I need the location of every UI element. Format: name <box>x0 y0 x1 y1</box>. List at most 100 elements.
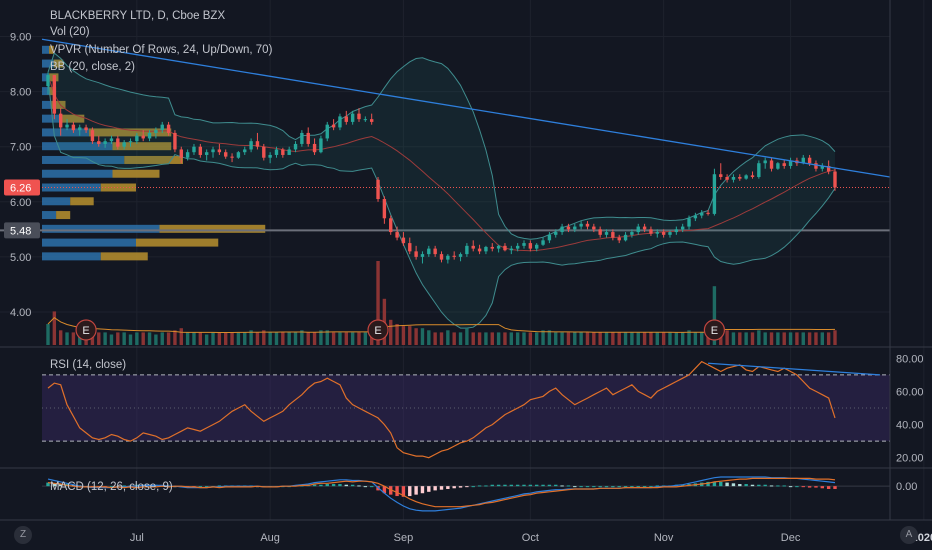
candle-body <box>801 157 805 164</box>
volume-profile-up-bar <box>42 183 101 192</box>
price-axis-label: 6.00 <box>10 197 31 209</box>
candle-body <box>738 176 742 179</box>
macd-histogram-bar <box>325 484 329 487</box>
candle-body <box>287 149 291 155</box>
volume-profile-up-bar <box>42 224 160 233</box>
macd-histogram-bar <box>560 485 564 487</box>
candle-body <box>122 142 126 147</box>
candle-body <box>693 215 698 219</box>
candle-body <box>179 149 183 158</box>
candle-body <box>617 237 621 241</box>
candle-body <box>217 149 222 153</box>
macd-histogram-bar <box>826 486 831 489</box>
macd-histogram-bar <box>649 486 653 488</box>
timezone-toggle-icon[interactable]: Z <box>14 526 32 544</box>
macd-axis-label: 0.00 <box>896 481 917 493</box>
vpvr-legend[interactable]: VPVR (Number Of Rows, 24, Up/Down, 70) <box>50 44 273 56</box>
auto-scale-toggle-icon[interactable]: A <box>900 526 918 544</box>
macd-histogram-bar <box>503 484 507 487</box>
macd-histogram-bar <box>738 484 742 487</box>
candle-body <box>592 226 596 230</box>
volume-bar <box>522 332 526 345</box>
macd-histogram-bar <box>135 484 139 487</box>
last-price-tag <box>4 179 40 196</box>
volume-bar <box>700 332 704 345</box>
macd-histogram-bar <box>122 485 126 487</box>
volume-bar <box>744 332 748 345</box>
bollinger-fill <box>48 53 835 329</box>
volume-bar <box>503 332 507 345</box>
macd-signal-line <box>47 477 836 508</box>
macd-histogram-bar <box>395 486 399 497</box>
volume-bar <box>687 330 691 345</box>
macd-histogram-bar <box>509 484 514 487</box>
volume-bar <box>300 330 304 345</box>
candle-body <box>611 232 615 238</box>
macd-histogram-bar <box>204 486 209 488</box>
candle-body <box>109 138 114 142</box>
rsi-legend[interactable]: RSI (14, close) <box>50 359 127 371</box>
volume-bar <box>566 332 571 345</box>
volume-bar <box>179 328 183 345</box>
candle-body <box>573 226 577 230</box>
volume-bar <box>325 330 329 345</box>
macd-histogram-bar <box>446 486 450 489</box>
candle-body <box>344 116 348 122</box>
candle-body <box>84 127 88 131</box>
volume-bar <box>617 332 621 345</box>
candle-body <box>312 143 317 153</box>
volume-bar <box>680 332 685 345</box>
volume-bar <box>490 332 494 345</box>
volume-bar <box>712 286 717 345</box>
macd-histogram-bar <box>452 486 456 489</box>
macd-histogram-bar <box>744 484 748 487</box>
volume-bar <box>655 332 659 345</box>
volume-profile-down-bar <box>136 238 219 247</box>
volume-profile <box>0 45 890 261</box>
volume-bar <box>173 330 177 345</box>
macd-histogram-bar <box>636 486 640 488</box>
volume-bar <box>46 324 50 345</box>
macd-histogram-bar <box>642 486 647 488</box>
volume-bar <box>185 332 190 345</box>
volume-profile-down-bar <box>49 45 54 54</box>
candle-body <box>807 157 812 164</box>
candle-body <box>281 149 285 155</box>
volume-bar <box>458 332 463 345</box>
macd-histogram-bar <box>712 481 717 487</box>
volume-bar <box>293 332 298 345</box>
candle-body <box>782 163 786 166</box>
vol-legend[interactable]: Vol (20) <box>50 26 90 38</box>
volume-profile-up-bar <box>42 114 61 123</box>
volume-bar <box>725 330 729 345</box>
candle-body <box>306 132 310 144</box>
volume-bar <box>757 330 761 345</box>
macd-pane <box>42 476 890 512</box>
macd-histogram-bar <box>680 484 685 487</box>
macd-histogram-bar <box>439 486 444 490</box>
symbol-title[interactable]: BLACKBERRY LTD, D, Cboe BZX <box>50 10 226 22</box>
bb-legend[interactable]: BB (20, close, 2) <box>50 61 136 73</box>
earnings-marker <box>703 319 726 341</box>
volume-bar <box>515 332 520 345</box>
volume-bar <box>147 332 152 345</box>
trendline[interactable] <box>41 38 891 188</box>
volume-bar <box>731 332 736 345</box>
volume-bar <box>236 332 241 345</box>
candle-body <box>325 124 329 139</box>
volume-bar <box>592 332 596 345</box>
macd-legend[interactable]: MACD (12, 26, close, 9) <box>50 481 173 493</box>
candle-body <box>763 160 767 164</box>
volume-profile-down-bar <box>53 59 64 68</box>
candle-body <box>249 141 253 150</box>
volume-bar <box>198 332 203 345</box>
candle-body <box>528 243 533 249</box>
volume-bar <box>788 332 793 345</box>
volume-bars <box>46 261 837 345</box>
descending-trendline <box>41 38 891 178</box>
macd-histogram-bar <box>547 484 552 487</box>
volume-bar <box>807 332 812 345</box>
candle-body <box>515 245 520 249</box>
